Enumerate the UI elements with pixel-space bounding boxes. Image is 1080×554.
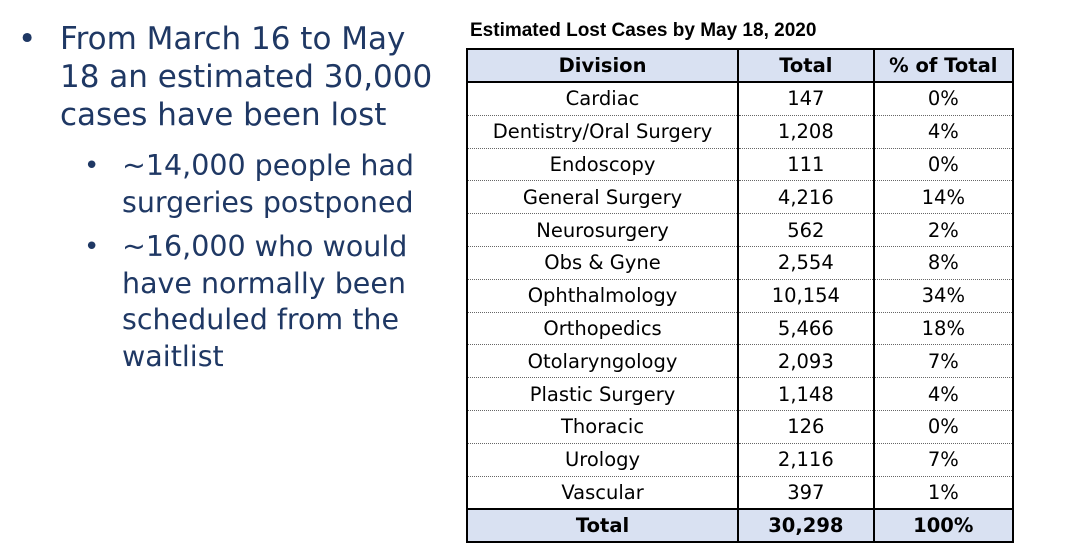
total-cell: 10,154: [737, 279, 875, 313]
total-cell: 1,208: [737, 115, 875, 149]
total-cell: 1,148: [737, 377, 875, 411]
table-row: Thoracic 126 0%: [465, 410, 1015, 444]
total-cell: 397: [737, 476, 875, 511]
division-cell: Cardiac: [465, 82, 740, 116]
table-row: Urology 2,116 7%: [465, 443, 1015, 477]
table-total-row: Total 30,298 100%: [465, 509, 1015, 544]
table-row: Neurosurgery 562 2%: [465, 213, 1015, 247]
percent-cell: 14%: [872, 180, 1015, 215]
percent-cell: 4%: [872, 115, 1015, 149]
table-row: Vascular 397 1%: [465, 476, 1015, 511]
total-cell: 147: [737, 82, 875, 116]
percent-cell: 7%: [872, 344, 1015, 379]
total-percent: 100%: [872, 509, 1015, 544]
table-row: Plastic Surgery 1,148 4%: [465, 377, 1015, 411]
division-cell: Plastic Surgery: [465, 377, 740, 411]
percent-cell: 2%: [872, 213, 1015, 247]
percent-cell: 0%: [872, 82, 1015, 116]
division-cell: General Surgery: [465, 180, 740, 215]
percent-cell: 1%: [872, 476, 1015, 511]
main-bullet-text: From March 16 to May 18 an estimated 30,…: [60, 21, 433, 133]
total-cell: 2,554: [737, 246, 875, 280]
bullet-dot: •: [84, 151, 100, 181]
table-row: Otolaryngology 2,093 7%: [465, 344, 1015, 379]
total-value: 30,298: [737, 509, 875, 544]
total-cell: 111: [737, 148, 875, 182]
bullet-list: • From March 16 to May 18 an estimated 3…: [18, 20, 438, 375]
division-cell: Dentistry/Oral Surgery: [465, 115, 740, 149]
percent-cell: 18%: [872, 312, 1015, 346]
column-header-total: Total: [737, 48, 875, 83]
bullet-dot: •: [18, 21, 37, 57]
division-cell: Ophthalmology: [465, 279, 740, 313]
total-label: Total: [465, 509, 740, 544]
total-cell: 562: [737, 213, 875, 247]
table-row: Orthopedics 5,466 18%: [465, 312, 1015, 346]
lost-cases-table: Division Total % of Total Cardiac 147 0% De…: [465, 48, 1015, 544]
table-row: Cardiac 147 0%: [465, 82, 1015, 116]
division-cell: Endoscopy: [465, 148, 740, 182]
column-header-percent: % of Total: [872, 48, 1015, 83]
division-cell: Orthopedics: [465, 312, 740, 346]
division-cell: Thoracic: [465, 410, 740, 444]
table-row: Obs & Gyne 2,554 8%: [465, 246, 1015, 280]
column-header-division: Division: [465, 48, 740, 83]
table-header-row: Division Total % of Total: [465, 48, 1015, 83]
sub-bullet-text: ~16,000 who would have normally been sch…: [122, 230, 408, 373]
table-row: General Surgery 4,216 14%: [465, 180, 1015, 215]
percent-cell: 7%: [872, 443, 1015, 477]
table-row: Endoscopy 111 0%: [465, 148, 1015, 182]
division-cell: Otolaryngology: [465, 344, 740, 379]
division-cell: Urology: [465, 443, 740, 477]
bullet-dot: •: [84, 232, 100, 262]
percent-cell: 34%: [872, 279, 1015, 313]
total-cell: 4,216: [737, 180, 875, 215]
sub-bullet: • ~14,000 people had surgeries postponed: [18, 148, 438, 221]
sub-bullet-text: ~14,000 people had surgeries postponed: [122, 149, 414, 219]
total-cell: 5,466: [737, 312, 875, 346]
percent-cell: 8%: [872, 246, 1015, 280]
total-cell: 126: [737, 410, 875, 444]
percent-cell: 4%: [872, 377, 1015, 411]
total-cell: 2,116: [737, 443, 875, 477]
sub-bullet: • ~16,000 who would have normally been s…: [18, 229, 438, 375]
percent-cell: 0%: [872, 148, 1015, 182]
table-row: Ophthalmology 10,154 34%: [465, 279, 1015, 313]
main-bullet: • From March 16 to May 18 an estimated 3…: [18, 20, 438, 134]
division-cell: Obs & Gyne: [465, 246, 740, 280]
total-cell: 2,093: [737, 344, 875, 379]
table-row: Dentistry/Oral Surgery 1,208 4%: [465, 115, 1015, 149]
division-cell: Vascular: [465, 476, 740, 511]
table-title: Estimated Lost Cases by May 18, 2020: [470, 20, 817, 41]
percent-cell: 0%: [872, 410, 1015, 444]
division-cell: Neurosurgery: [465, 213, 740, 247]
